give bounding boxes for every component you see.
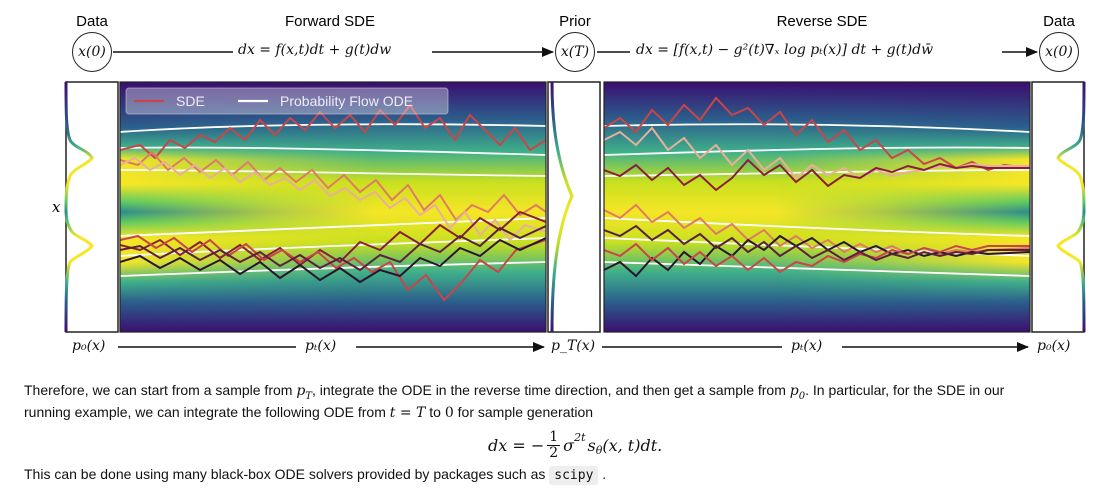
paragraph-2: running example, we can integrate the fo… — [24, 402, 1104, 423]
para1-math-pT: pT — [296, 383, 312, 402]
eq-sigma: σ — [563, 435, 575, 455]
sde-figure: Data Forward SDE Prior Reverse SDE Data — [52, 13, 1086, 352]
density-panel-prior — [547, 81, 601, 333]
node-x0-left: x(0) — [72, 32, 112, 72]
header-forward-sde: Forward SDE — [285, 13, 375, 30]
ode-equation: dx = − 1 2 σ 2t s θ (x, t)dt. — [488, 426, 662, 464]
eq-sup: 2t — [574, 430, 586, 444]
reverse-heatmap — [604, 82, 1030, 332]
density-panel-left — [64, 81, 119, 333]
node-x0-right: x(0) — [1039, 32, 1079, 72]
para2-text-a: running example, we can integrate the fo… — [24, 404, 390, 420]
label-pt-right: pₜ(x) — [791, 338, 823, 354]
node-xT: x(T) — [555, 32, 595, 72]
eq-frac-num: 1 — [547, 428, 561, 446]
para2-math-zero: 0 — [444, 405, 454, 421]
scipy-code: scipy — [549, 466, 599, 485]
reverse-ode-lines — [604, 123, 1030, 277]
header-data-right: Data — [1043, 13, 1075, 30]
para1-math-p0: p0 — [789, 383, 806, 402]
legend: SDE Probability Flow ODE — [125, 87, 449, 115]
eq-fraction: 1 2 — [547, 428, 561, 461]
density-panel-right — [1031, 81, 1086, 333]
header-data-left: Data — [76, 13, 108, 30]
eq-theta: θ — [595, 443, 603, 457]
reverse-sde-equation: dx = [f(x,t) − g²(t)∇ₓ log pₜ(x)] dt + g… — [636, 42, 934, 58]
para1-text-a: Therefore, we can start from a sample fr… — [24, 382, 297, 398]
forward-sde-trajectories — [120, 103, 546, 302]
forward-heatmap — [120, 82, 546, 332]
para2-math-t: t = T — [389, 405, 426, 421]
label-pT: p_T(x) — [551, 338, 596, 354]
paragraph-3: This can be done using many black-box OD… — [24, 464, 1104, 486]
label-p0-left: p₀(x) — [72, 338, 106, 354]
para2-text-c: for sample generation — [453, 404, 594, 420]
para3-text-a: This can be done using many black-box OD… — [24, 466, 550, 482]
para3-text-b: . — [598, 466, 607, 482]
eq-s: s — [587, 435, 596, 455]
forward-heatmap-frame — [119, 81, 547, 333]
legend-ode-label: Probability Flow ODE — [280, 93, 413, 109]
eq-frac-den: 2 — [549, 444, 559, 461]
para1-text-b: , integrate the ODE in the reverse time … — [311, 382, 790, 398]
eq-args: (x, t)dt. — [602, 435, 663, 455]
header-prior: Prior — [559, 13, 591, 30]
label-p0-right: p₀(x) — [1037, 338, 1071, 354]
para1-text-c: . In particular, for the SDE in our — [805, 382, 1005, 398]
y-axis-label: x — [52, 198, 61, 216]
eq-lhs: dx = − — [488, 435, 545, 455]
legend-sde-label: SDE — [176, 93, 205, 109]
paragraph-1: Therefore, we can start from a sample fr… — [24, 380, 1104, 407]
forward-sde-equation: dx = f(x,t)dt + g(t)dw — [238, 42, 392, 58]
reverse-sde-trajectories — [604, 96, 1030, 278]
para2-text-b: to — [425, 404, 445, 420]
label-pt-left: pₜ(x) — [305, 338, 337, 354]
reverse-heatmap-frame — [603, 81, 1031, 333]
header-reverse-sde: Reverse SDE — [777, 13, 868, 30]
